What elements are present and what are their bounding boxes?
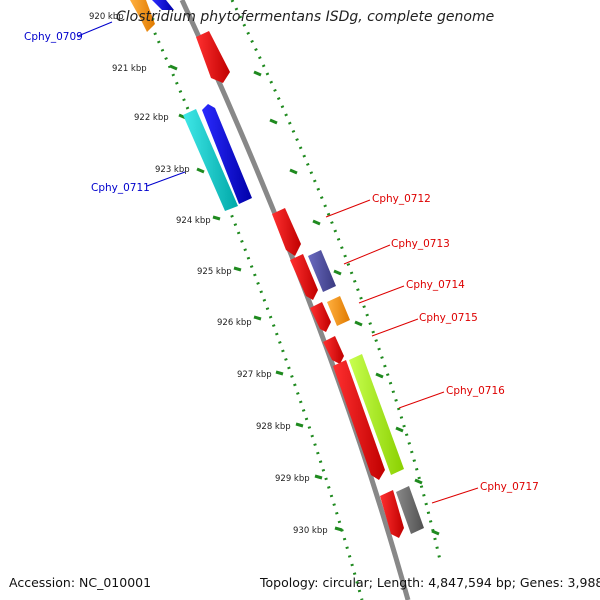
gene-feature-red[interactable]: [323, 336, 344, 364]
tick-track-outer: [230, 0, 442, 561]
gene-feature-grey[interactable]: [396, 486, 424, 534]
major-ticks-inner: [146, 15, 343, 532]
axis-tick-label: 929 kbp: [275, 474, 310, 484]
label-leader-lines: [77, 21, 479, 504]
axis-tick-label: 923 kbp: [155, 165, 190, 175]
axis-tick-label: 920 kbp: [89, 12, 124, 22]
gene-feature-yellow-green[interactable]: [349, 354, 404, 475]
gene-label-right[interactable]: Cphy_0716: [446, 385, 505, 397]
axis-tick-labels: 920 kbp 921 kbp 922 kbp 923 kbp 924 kbp …: [89, 12, 328, 536]
gene-label-right[interactable]: Cphy_0712: [372, 193, 431, 205]
gene-feature-red[interactable]: [310, 302, 331, 332]
gene-labels: Cphy_0709 Cphy_0711 Cphy_0712 Cphy_0713 …: [24, 31, 539, 493]
gene-feature-red[interactable]: [290, 254, 318, 300]
gene-feature-red[interactable]: [196, 31, 230, 83]
gene-label-right[interactable]: Cphy_0713: [391, 238, 450, 250]
tick-track-inner: [138, 0, 364, 600]
axis-tick-label: 926 kbp: [217, 318, 252, 328]
gene-label-left[interactable]: Cphy_0709: [24, 31, 83, 43]
gene-label-right[interactable]: Cphy_0714: [406, 279, 465, 291]
gene-label-right[interactable]: Cphy_0715: [419, 312, 478, 324]
genome-summary-text: Topology: circular; Length: 4,847,594 bp…: [260, 575, 600, 590]
accession-text: Accession: NC_010001: [9, 575, 152, 590]
gene-label-right[interactable]: Cphy_0717: [480, 481, 539, 493]
gene-label-left[interactable]: Cphy_0711: [91, 182, 150, 194]
gene-features: [130, 0, 424, 538]
axis-tick-label: 928 kbp: [256, 422, 291, 432]
axis-tick-label: 927 kbp: [237, 370, 272, 380]
gene-feature-red[interactable]: [333, 360, 385, 480]
major-ticks-outer: [253, 70, 440, 536]
gene-feature-slate-blue[interactable]: [308, 250, 336, 292]
axis-tick-label: 925 kbp: [197, 267, 232, 277]
gene-feature-cyan[interactable]: [183, 109, 238, 211]
axis-tick-label: 930 kbp: [293, 526, 328, 536]
gene-feature-red[interactable]: [272, 208, 301, 256]
gene-feature-red[interactable]: [380, 490, 404, 538]
genome-backbone: [179, 0, 411, 600]
axis-tick-label: 922 kbp: [134, 113, 169, 123]
gene-feature-blue[interactable]: [202, 104, 252, 204]
gene-feature-orange[interactable]: [327, 296, 350, 326]
gene-feature-orange[interactable]: [130, 0, 155, 32]
axis-tick-label: 924 kbp: [176, 216, 211, 226]
axis-tick-label: 921 kbp: [112, 64, 147, 74]
genome-title: Clostridium phytofermentans ISDg, comple…: [116, 9, 495, 25]
gene-feature-blue[interactable]: [152, 0, 174, 10]
